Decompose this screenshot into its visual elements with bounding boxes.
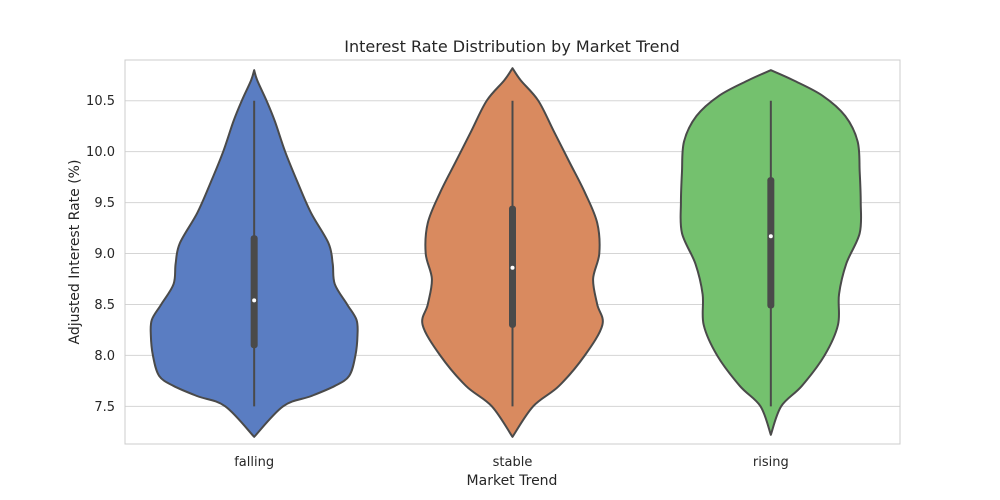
y-tick-label: 9.0 <box>94 247 115 262</box>
violin-falling <box>149 69 359 438</box>
violin-iqr-box <box>250 235 258 349</box>
violin-median-point <box>510 265 515 270</box>
x-tick-label: falling <box>234 455 274 470</box>
y-tick-label: 9.5 <box>94 196 115 211</box>
y-tick-labels: 7.5 8.0 8.5 9.0 9.5 10.0 10.5 <box>86 94 115 415</box>
violin-median-point <box>768 234 773 239</box>
chart-title: Interest Rate Distribution by Market Tre… <box>344 37 680 56</box>
y-tick-label: 8.5 <box>94 298 115 313</box>
x-tick-label: stable <box>493 455 533 470</box>
violin-iqr-box <box>767 177 775 309</box>
x-tick-label: rising <box>753 455 789 470</box>
y-axis-label: Adjusted Interest Rate (%) <box>67 160 83 345</box>
violin-median-point <box>252 298 257 303</box>
x-tick-labels: falling stable rising <box>234 455 789 470</box>
plot-area-frame <box>124 59 901 445</box>
violin-rising <box>679 69 863 436</box>
y-tick-label: 7.5 <box>94 400 115 415</box>
y-tick-label: 8.0 <box>94 349 115 364</box>
y-tick-label: 10.5 <box>86 94 115 109</box>
violin-stable <box>421 67 604 438</box>
y-tick-label: 10.0 <box>86 145 115 160</box>
violin-layer <box>149 67 863 438</box>
x-axis-label: Market Trend <box>467 473 558 489</box>
